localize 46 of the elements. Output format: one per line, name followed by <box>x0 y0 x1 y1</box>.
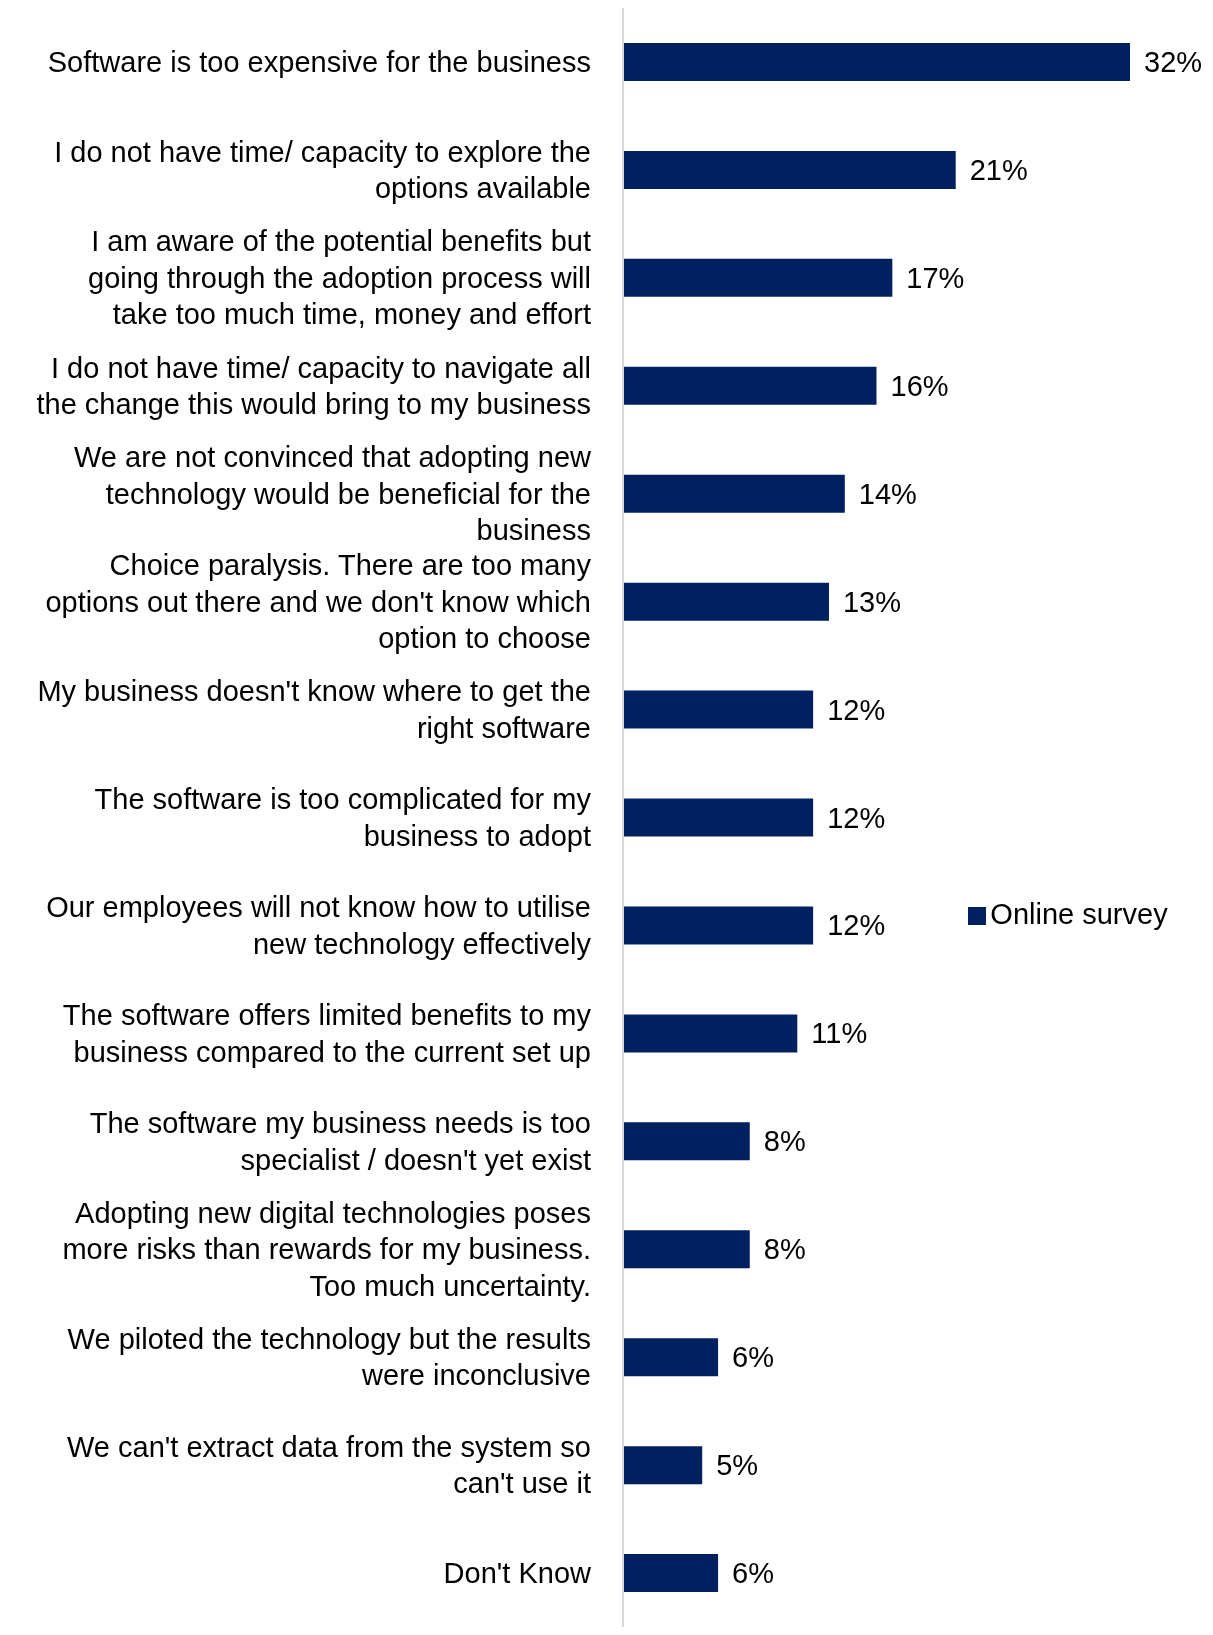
y-tick-label: We piloted the technology but the results were inconclusive <box>67 1322 591 1392</box>
bar <box>623 1230 750 1269</box>
y-tick-label: I do not have time/ capacity to explore the options available <box>54 135 591 205</box>
bar <box>623 798 814 837</box>
bar <box>623 366 877 405</box>
legend-label: Online survey <box>990 898 1168 930</box>
data-label: 8% <box>763 1125 806 1158</box>
data-label: 6% <box>732 1557 774 1590</box>
y-tick-label: I am aware of the potential benefits but going through the adoption process will take too much time, money and effort <box>88 225 591 331</box>
data-label: 8% <box>763 1233 806 1266</box>
bar <box>623 474 845 513</box>
data-label: 16% <box>890 369 949 402</box>
y-tick-label: Software is too expensive for the business <box>47 45 591 78</box>
data-label: 21% <box>969 153 1028 186</box>
data-label: 12% <box>827 909 886 942</box>
bar <box>623 150 956 189</box>
y-tick-label: Choice paralysis. There are too many options out there and we don't know which option to choose <box>45 549 592 655</box>
data-label: 12% <box>827 801 886 834</box>
y-tick-label: Our employees will not know how to utilise new technology effectively <box>46 891 592 960</box>
bar <box>623 1446 703 1485</box>
bar <box>623 1014 798 1053</box>
bar <box>623 1338 719 1377</box>
data-label: 6% <box>732 1341 774 1374</box>
y-tick-label: My business doesn't know where to get the right software <box>37 675 591 744</box>
bar <box>623 690 814 729</box>
y-tick-label: I do not have time/ capacity to navigate all the change this would bring to my business <box>36 351 591 421</box>
data-label: 5% <box>716 1449 759 1482</box>
data-label: 12% <box>827 693 886 726</box>
data-label: 13% <box>842 585 902 618</box>
bar <box>623 1122 750 1161</box>
y-tick-label: Adopting new digital technologies poses more risks than rewards for my business. Too much uncertainty. <box>62 1196 591 1302</box>
y-tick-label: The software my business needs is too specialist / doesn't yet exist <box>89 1107 591 1176</box>
data-label: 14% <box>858 477 917 510</box>
bar <box>623 1554 719 1593</box>
y-tick-label: The software is too complicated for my business to adopt <box>94 783 592 852</box>
y-tick-label: The software offers limited benefits to my business compared to the current set up <box>62 999 592 1068</box>
bar <box>623 258 893 297</box>
data-label: 11% <box>811 1017 868 1050</box>
y-tick-label: We can't extract data from the system so can't use it <box>67 1430 591 1500</box>
data-label: 32% <box>1144 46 1203 78</box>
bar <box>623 43 1130 81</box>
bar <box>623 906 814 945</box>
data-label: 17% <box>906 261 965 294</box>
bar <box>623 582 829 621</box>
y-tick-label: Don't Know <box>443 1557 593 1590</box>
y-tick-label: We are not convinced that adopting new technology would be beneficial for the business <box>74 441 593 547</box>
